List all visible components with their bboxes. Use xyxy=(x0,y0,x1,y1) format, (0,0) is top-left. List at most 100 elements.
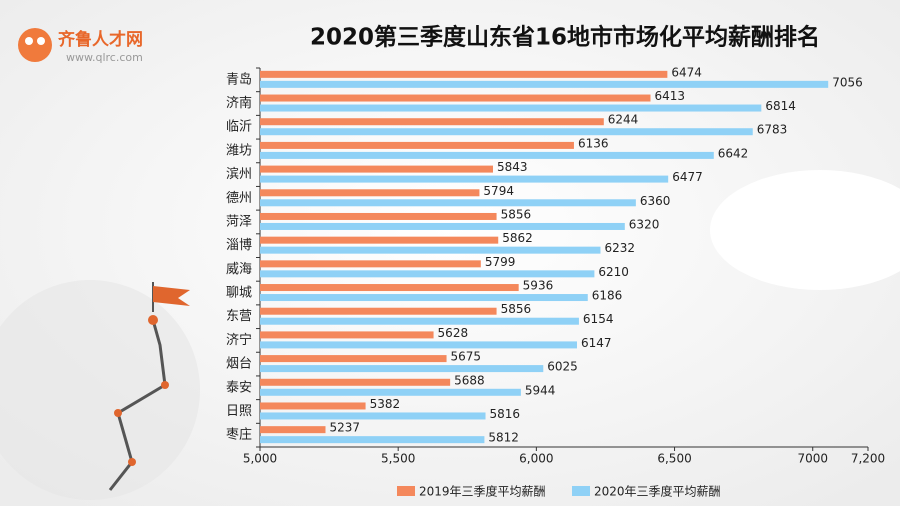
bar xyxy=(260,151,714,159)
bar-value-label: 6186 xyxy=(592,289,623,303)
y-tick-label: 德州 xyxy=(226,191,252,206)
y-tick-label: 东营 xyxy=(226,309,252,324)
bar xyxy=(260,189,480,197)
bar xyxy=(260,128,753,136)
y-tick-label: 滨州 xyxy=(226,166,252,182)
bar xyxy=(260,388,521,396)
bar xyxy=(260,222,625,230)
logo-icon xyxy=(18,28,52,62)
bar xyxy=(260,365,544,373)
bar-value-label: 6477 xyxy=(672,170,703,184)
chart-title: 2020第三季度山东省16地市市场化平均薪酬排名 xyxy=(310,24,820,51)
bar xyxy=(260,118,604,126)
x-tick-label: 6,500 xyxy=(657,452,691,466)
y-tick-label: 潍坊 xyxy=(226,143,252,158)
bar-value-label: 5628 xyxy=(438,326,469,340)
bar xyxy=(260,355,447,363)
bar xyxy=(260,307,497,315)
bar xyxy=(260,212,497,220)
bar-value-label: 6147 xyxy=(581,336,612,350)
y-tick-label: 烟台 xyxy=(226,357,252,372)
bar xyxy=(260,294,588,302)
y-tick-label: 淄博 xyxy=(226,238,252,253)
y-tick-label: 枣庄 xyxy=(226,427,252,443)
y-tick-label: 济南 xyxy=(226,95,252,111)
bar-value-label: 5688 xyxy=(454,373,485,387)
y-tick-label: 日照 xyxy=(226,404,252,419)
bar xyxy=(260,80,829,88)
bar-value-label: 6210 xyxy=(598,265,629,279)
bar xyxy=(260,317,579,325)
bar-value-label: 5856 xyxy=(501,207,532,221)
bar-value-label: 5856 xyxy=(501,302,532,316)
bar-value-label: 6232 xyxy=(604,241,635,255)
bar-value-label: 5794 xyxy=(483,184,514,198)
bar xyxy=(260,260,481,268)
bar-value-label: 6413 xyxy=(655,89,686,103)
y-tick-label: 聊城 xyxy=(226,286,252,301)
bar xyxy=(260,141,574,149)
bar-value-label: 6244 xyxy=(608,113,639,127)
bar xyxy=(260,270,595,278)
x-tick-label: 7,200 xyxy=(851,452,885,466)
bar xyxy=(260,175,669,183)
bar-value-label: 5816 xyxy=(490,407,521,421)
bar-value-label: 5237 xyxy=(329,421,360,435)
path-dot xyxy=(128,458,136,466)
globe-decoration xyxy=(0,280,200,500)
bar-value-label: 5862 xyxy=(502,231,533,245)
logo-name: 齐鲁人才网 xyxy=(58,29,143,50)
bar-value-label: 5812 xyxy=(488,431,519,445)
bar xyxy=(260,104,762,112)
path-dot xyxy=(161,381,169,389)
bar-value-label: 5675 xyxy=(451,350,482,364)
legend-swatch xyxy=(397,486,415,496)
bar xyxy=(260,341,577,349)
x-tick-label: 6,000 xyxy=(519,452,553,466)
bar-value-label: 6814 xyxy=(765,99,796,113)
path-dot xyxy=(148,315,158,325)
legend-label: 2020年三季度平均薪酬 xyxy=(594,484,721,499)
y-tick-label: 威海 xyxy=(226,262,252,277)
bar xyxy=(260,378,451,386)
y-tick-label: 青岛 xyxy=(226,71,252,87)
bar-value-label: 6360 xyxy=(640,194,671,208)
bar xyxy=(260,436,485,444)
bar xyxy=(260,236,499,244)
bar-value-label: 6154 xyxy=(583,312,614,326)
legend-swatch xyxy=(572,486,590,496)
y-tick-label: 泰安 xyxy=(226,380,252,395)
x-tick-label: 5,500 xyxy=(381,452,415,466)
flag xyxy=(153,286,190,306)
bar-value-label: 7056 xyxy=(832,75,863,89)
bar-value-label: 5843 xyxy=(497,160,528,174)
path-decoration xyxy=(108,319,167,491)
bar xyxy=(260,70,668,78)
x-tick-label: 5,000 xyxy=(243,452,277,466)
logo-eye xyxy=(37,37,45,45)
bar-value-label: 6783 xyxy=(757,123,788,137)
bar xyxy=(260,402,366,410)
x-tick-label: 7000 xyxy=(797,452,828,466)
bar-value-label: 6025 xyxy=(547,360,578,374)
bar xyxy=(260,426,326,434)
bar-value-label: 6642 xyxy=(718,146,749,160)
bar-value-label: 5936 xyxy=(523,279,554,293)
y-tick-label: 菏泽 xyxy=(226,214,252,229)
logo-eye xyxy=(25,37,33,45)
y-tick-label: 临沂 xyxy=(226,120,252,135)
bar-value-label: 6136 xyxy=(578,136,609,150)
bar xyxy=(260,331,434,339)
bar xyxy=(260,199,636,207)
bar xyxy=(260,284,519,292)
logo-url: www.qlrc.com xyxy=(66,51,143,64)
path-dot xyxy=(114,409,122,417)
bar-value-label: 6320 xyxy=(629,217,660,231)
bar xyxy=(260,246,601,254)
bar xyxy=(260,412,486,420)
bar-value-label: 5382 xyxy=(370,397,401,411)
y-tick-label: 济宁 xyxy=(226,332,252,348)
bar-value-label: 5799 xyxy=(485,255,516,269)
